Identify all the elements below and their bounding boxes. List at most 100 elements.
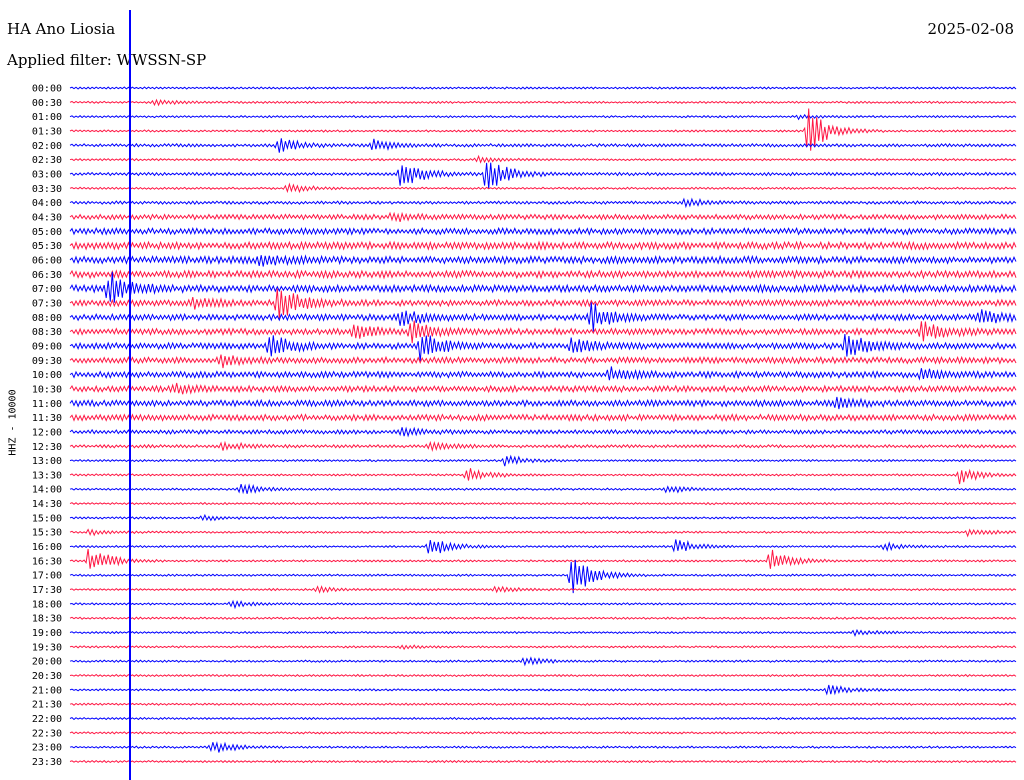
time-tick-label: 11:30 (32, 413, 62, 424)
time-tick-label: 16:30 (32, 556, 62, 567)
trace-row (69, 182, 1017, 194)
trace-row (69, 684, 1017, 696)
trace-row (69, 513, 1017, 522)
station-title: HA Ano Liosia (7, 20, 116, 38)
time-tick-label: 07:30 (32, 298, 62, 309)
trace-row (69, 413, 1017, 423)
trace-row (69, 528, 1017, 538)
time-tick-label: 18:30 (32, 614, 62, 625)
trace-row (69, 628, 1017, 638)
trace-row (69, 644, 1017, 651)
trace-row (69, 585, 1017, 594)
time-tick-label: 03:00 (32, 169, 62, 180)
time-tick-label: 00:30 (32, 98, 62, 109)
time-tick-label: 02:30 (32, 155, 62, 166)
filter-label: Applied filter: WWSSN-SP (7, 51, 207, 69)
trace-row (69, 254, 1017, 267)
trace-row (69, 468, 1017, 485)
trace-row (69, 197, 1017, 209)
time-tick-label: 23:30 (32, 757, 62, 768)
time-tick-label: 14:30 (32, 499, 62, 510)
time-tick-label: 00:00 (32, 84, 62, 95)
trace-row (69, 454, 1017, 467)
time-tick-label: 21:00 (32, 685, 62, 696)
time-tick-label: 01:00 (32, 112, 62, 123)
trace-row (69, 382, 1017, 395)
tick-labels-group: 00:00 00:30 01:00 01:30 02:00 02:30 03:00 03:30… (32, 84, 62, 769)
trace-row (69, 759, 1017, 764)
time-tick-label: 09:00 (32, 341, 62, 352)
time-tick-label: 07:00 (32, 284, 62, 295)
trace-row (69, 320, 1017, 344)
trace-row (69, 559, 1017, 594)
plot-date: 2025-02-08 (927, 20, 1014, 38)
trace-row (69, 269, 1017, 280)
time-tick-label: 19:30 (32, 642, 62, 653)
trace-row (69, 113, 1017, 121)
trace-row (69, 86, 1017, 90)
time-tick-label: 18:00 (32, 599, 62, 610)
time-tick-label: 09:30 (32, 356, 62, 367)
trace-row (69, 226, 1017, 236)
trace-row (69, 501, 1017, 506)
trace-row (69, 548, 1017, 569)
trace-row (69, 334, 1017, 362)
trace-row (69, 731, 1017, 735)
time-tick-label: 13:30 (32, 470, 62, 481)
time-tick-label: 10:30 (32, 384, 62, 395)
time-tick-label: 23:00 (32, 743, 62, 754)
time-tick-label: 04:30 (32, 212, 62, 223)
trace-row (69, 108, 1017, 151)
time-tick-label: 08:00 (32, 313, 62, 324)
time-tick-label: 21:30 (32, 700, 62, 711)
time-tick-label: 20:30 (32, 671, 62, 682)
time-tick-label: 01:30 (32, 126, 62, 137)
time-tick-label: 06:00 (32, 255, 62, 266)
time-tick-label: 17:30 (32, 585, 62, 596)
trace-row (69, 271, 1017, 303)
traces-group (69, 86, 1017, 764)
time-tick-label: 05:30 (32, 241, 62, 252)
trace-row (69, 354, 1017, 369)
time-tick-label: 19:00 (32, 628, 62, 639)
time-tick-label: 03:30 (32, 184, 62, 195)
time-tick-label: 02:00 (32, 141, 62, 152)
trace-row (69, 741, 1017, 753)
trace-row (69, 302, 1017, 332)
time-tick-label: 08:30 (32, 327, 62, 338)
time-tick-label: 22:30 (32, 728, 62, 739)
trace-row (69, 673, 1017, 678)
time-tick-label: 04:00 (32, 198, 62, 209)
time-tick-label: 15:30 (32, 528, 62, 539)
trace-row (69, 138, 1017, 153)
trace-row (69, 98, 1017, 107)
time-tick-label: 17:00 (32, 571, 62, 582)
time-tick-label: 14:00 (32, 485, 62, 496)
time-tick-label: 12:00 (32, 427, 62, 438)
trace-row (69, 599, 1017, 610)
time-tick-label: 05:00 (32, 227, 62, 238)
trace-row (69, 616, 1017, 620)
trace-row (69, 366, 1017, 381)
trace-row (69, 440, 1017, 453)
time-tick-label: 12:30 (32, 442, 62, 453)
trace-row (69, 240, 1017, 251)
time-tick-label: 06:30 (32, 270, 62, 281)
trace-row (69, 483, 1017, 495)
trace-row (69, 702, 1017, 706)
time-tick-label: 11:00 (32, 399, 62, 410)
trace-row (69, 656, 1017, 667)
time-tick-label: 15:00 (32, 513, 62, 524)
trace-row (69, 539, 1017, 554)
trace-row (69, 396, 1017, 410)
trace-row (69, 154, 1017, 164)
time-tick-label: 13:00 (32, 456, 62, 467)
time-tick-label: 16:00 (32, 542, 62, 553)
trace-row (69, 211, 1017, 223)
trace-row (69, 162, 1017, 189)
time-tick-label: 10:00 (32, 370, 62, 381)
time-tick-label: 22:00 (32, 714, 62, 725)
trace-row (69, 426, 1017, 438)
time-tick-label: 20:00 (32, 657, 62, 668)
